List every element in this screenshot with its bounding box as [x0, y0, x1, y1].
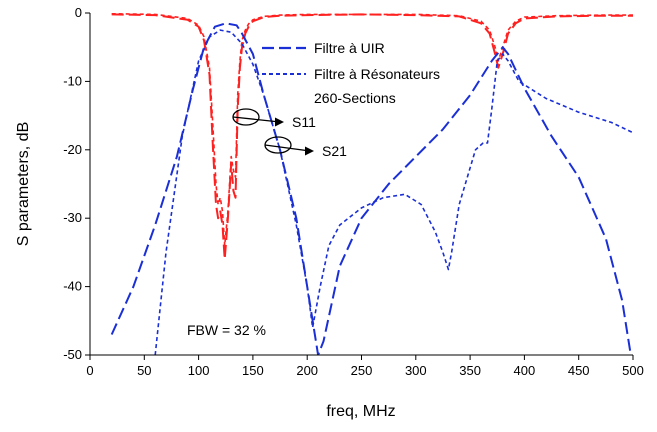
s11-resonateurs-series [111, 13, 633, 247]
s21-annotation: S21 [264, 136, 347, 159]
x-tick-label: 250 [351, 363, 373, 378]
s21-resonateurs-series [154, 29, 633, 355]
legend-label-resonateurs: Filtre à Résonateurs [314, 66, 440, 82]
y-tick-label: -50 [63, 347, 82, 362]
s21-label: S21 [322, 143, 347, 159]
legend: Filtre à UIR Filtre à Résonateurs 260-Se… [262, 40, 440, 106]
tick-labels: 0 50 100 150 200 250 300 350 400 450 500 0 -10 -20 -30… [63, 5, 644, 378]
x-tick-label: 150 [242, 363, 264, 378]
fbw-annotation: FBW = 32 % [187, 322, 266, 338]
x-tick-label: 350 [459, 363, 481, 378]
legend-label-uir: Filtre à UIR [314, 40, 385, 56]
s21-arrow-line [264, 144, 311, 152]
x-tick-label: 100 [188, 363, 210, 378]
y-tick-label: -10 [63, 73, 82, 88]
s11-label: S11 [292, 114, 316, 130]
y-tick-label: -20 [63, 142, 82, 157]
x-tick-label: 50 [137, 363, 151, 378]
x-tick-label: 0 [86, 363, 93, 378]
series-layer [110, 13, 633, 355]
s11-arrow-line [232, 116, 281, 123]
s11-uir-series [111, 13, 633, 261]
x-tick-label: 500 [622, 363, 644, 378]
y-axis-title: S parameters, dB [15, 122, 32, 247]
y-tick-label: 0 [75, 5, 82, 20]
y-tick-label: -40 [63, 279, 82, 294]
x-tick-label: 400 [514, 363, 536, 378]
axes [89, 13, 633, 356]
x-tick-label: 200 [296, 363, 318, 378]
y-tick-label: -30 [63, 210, 82, 225]
s11-annotation: S11 [232, 108, 316, 130]
legend-label-sections: 260-Sections [314, 90, 396, 106]
s21-arrow-head [305, 146, 314, 156]
s11-arrow-head [275, 117, 284, 127]
x-axis-title: freq, MHz [326, 403, 395, 420]
x-tick-label: 300 [405, 363, 427, 378]
x-tick-label: 450 [568, 363, 590, 378]
